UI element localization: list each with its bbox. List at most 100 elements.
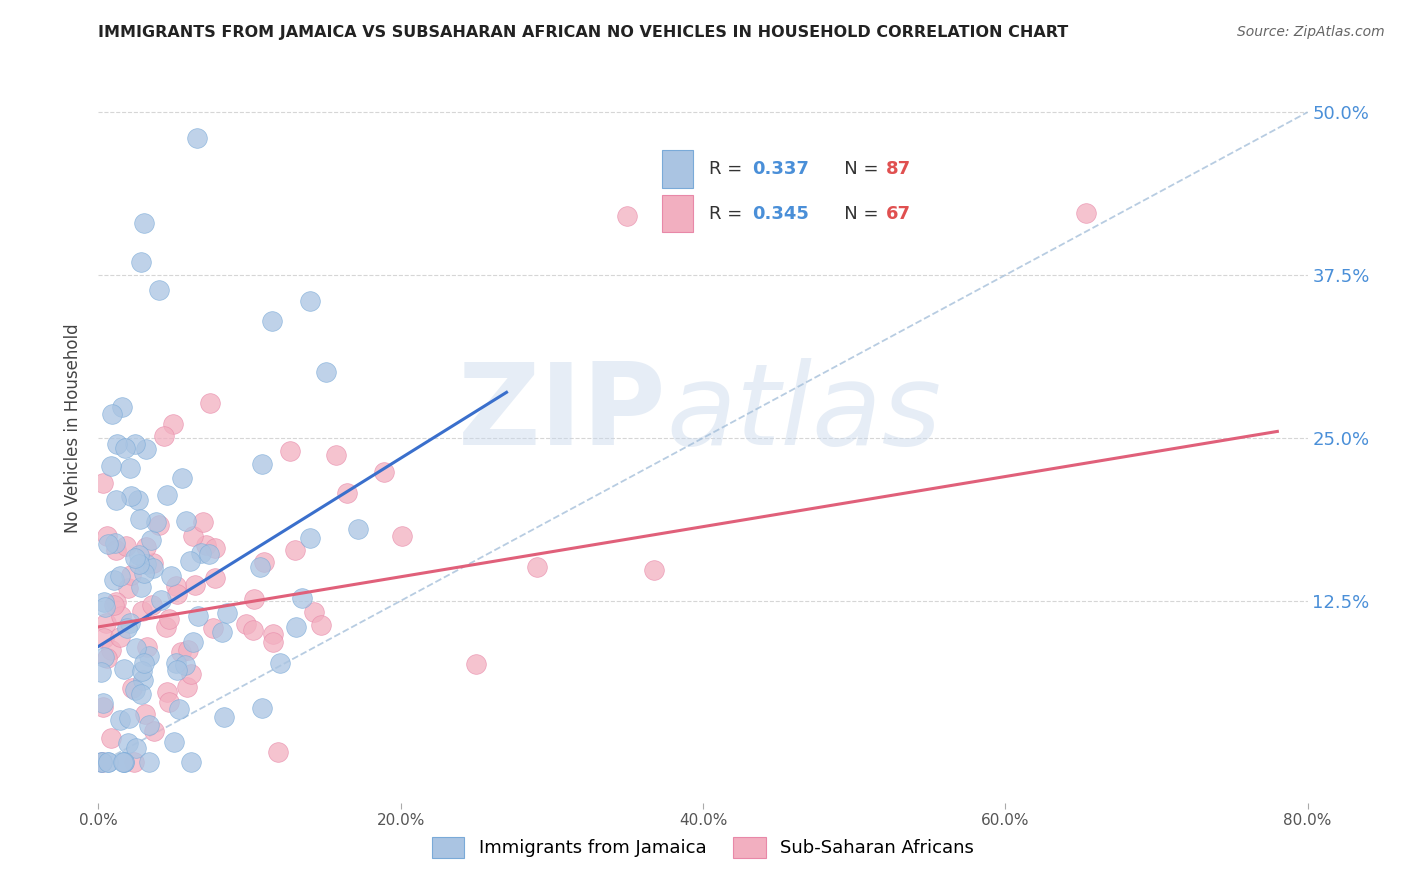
Point: [115, 621, 138, 635]
Point: [299, 294, 322, 309]
Point: [135, 557, 157, 571]
Point: [336, 486, 359, 500]
Point: [104, 536, 127, 550]
Point: [325, 448, 347, 462]
Point: [124, 437, 146, 451]
Text: 0.337: 0.337: [752, 160, 808, 178]
Point: [174, 514, 197, 528]
Point: [315, 365, 337, 379]
Point: [299, 532, 322, 546]
Point: [121, 681, 143, 695]
Point: [166, 663, 188, 677]
Point: [105, 437, 128, 451]
Point: [157, 612, 180, 626]
Text: Source: ZipAtlas.com: Source: ZipAtlas.com: [1237, 25, 1385, 39]
Point: [180, 756, 202, 770]
Point: [105, 493, 128, 508]
Point: [156, 685, 179, 699]
Point: [120, 615, 142, 630]
Text: N =: N =: [827, 160, 884, 178]
Point: [173, 657, 195, 672]
Point: [112, 756, 135, 770]
Point: [138, 756, 160, 770]
Point: [90, 665, 112, 679]
Point: [110, 401, 132, 415]
Legend: Immigrants from Jamaica, Sub-Saharan Africans: Immigrants from Jamaica, Sub-Saharan Afr…: [425, 830, 981, 865]
Point: [184, 578, 207, 592]
Point: [149, 593, 172, 607]
Point: [284, 619, 307, 633]
Point: [112, 662, 135, 676]
Point: [94, 600, 117, 615]
Point: [120, 567, 142, 582]
Point: [104, 595, 127, 609]
Point: [129, 512, 152, 526]
Point: [115, 539, 138, 553]
Point: [103, 598, 125, 612]
Point: [103, 574, 125, 588]
Point: [176, 681, 198, 695]
Point: [162, 417, 184, 432]
Point: [97, 537, 120, 551]
Point: [215, 606, 238, 620]
Point: [134, 566, 156, 581]
Point: [198, 547, 221, 561]
Point: [180, 666, 202, 681]
Point: [117, 581, 139, 595]
Text: 0.345: 0.345: [752, 204, 808, 222]
Point: [110, 569, 132, 583]
Point: [131, 604, 153, 618]
Point: [127, 492, 149, 507]
Point: [1074, 206, 1097, 220]
Point: [373, 465, 395, 479]
Point: [111, 756, 134, 770]
Point: [132, 656, 155, 670]
Point: [93, 594, 115, 608]
Point: [142, 556, 165, 570]
Point: [148, 517, 170, 532]
Point: [170, 644, 193, 658]
Point: [191, 516, 214, 530]
Text: 87: 87: [886, 160, 911, 178]
Point: [90, 756, 112, 770]
Point: [198, 396, 221, 410]
Point: [118, 711, 141, 725]
Point: [93, 632, 115, 646]
FancyBboxPatch shape: [644, 143, 966, 246]
Point: [181, 529, 204, 543]
Point: [267, 745, 290, 759]
Text: R =: R =: [709, 160, 748, 178]
Point: [309, 618, 332, 632]
Point: [134, 707, 156, 722]
Text: N =: N =: [827, 204, 884, 222]
Point: [262, 313, 284, 327]
Point: [141, 561, 163, 575]
Point: [464, 657, 486, 672]
Point: [117, 736, 139, 750]
Point: [166, 587, 188, 601]
Point: [186, 131, 208, 145]
Point: [156, 488, 179, 502]
Point: [141, 598, 163, 612]
Text: 67: 67: [886, 204, 911, 222]
Point: [152, 429, 174, 443]
Text: atlas: atlas: [666, 358, 942, 468]
Point: [96, 529, 118, 543]
Point: [165, 579, 187, 593]
Point: [176, 642, 198, 657]
Point: [100, 643, 122, 657]
Point: [526, 559, 548, 574]
Point: [212, 710, 235, 724]
Point: [118, 460, 141, 475]
Point: [243, 592, 266, 607]
Point: [135, 442, 157, 456]
Point: [250, 457, 273, 471]
Point: [100, 731, 122, 745]
Point: [145, 515, 167, 529]
Point: [100, 459, 122, 474]
Point: [643, 563, 665, 577]
Point: [162, 735, 184, 749]
Point: [122, 756, 145, 770]
Point: [138, 648, 160, 663]
Point: [235, 617, 257, 632]
